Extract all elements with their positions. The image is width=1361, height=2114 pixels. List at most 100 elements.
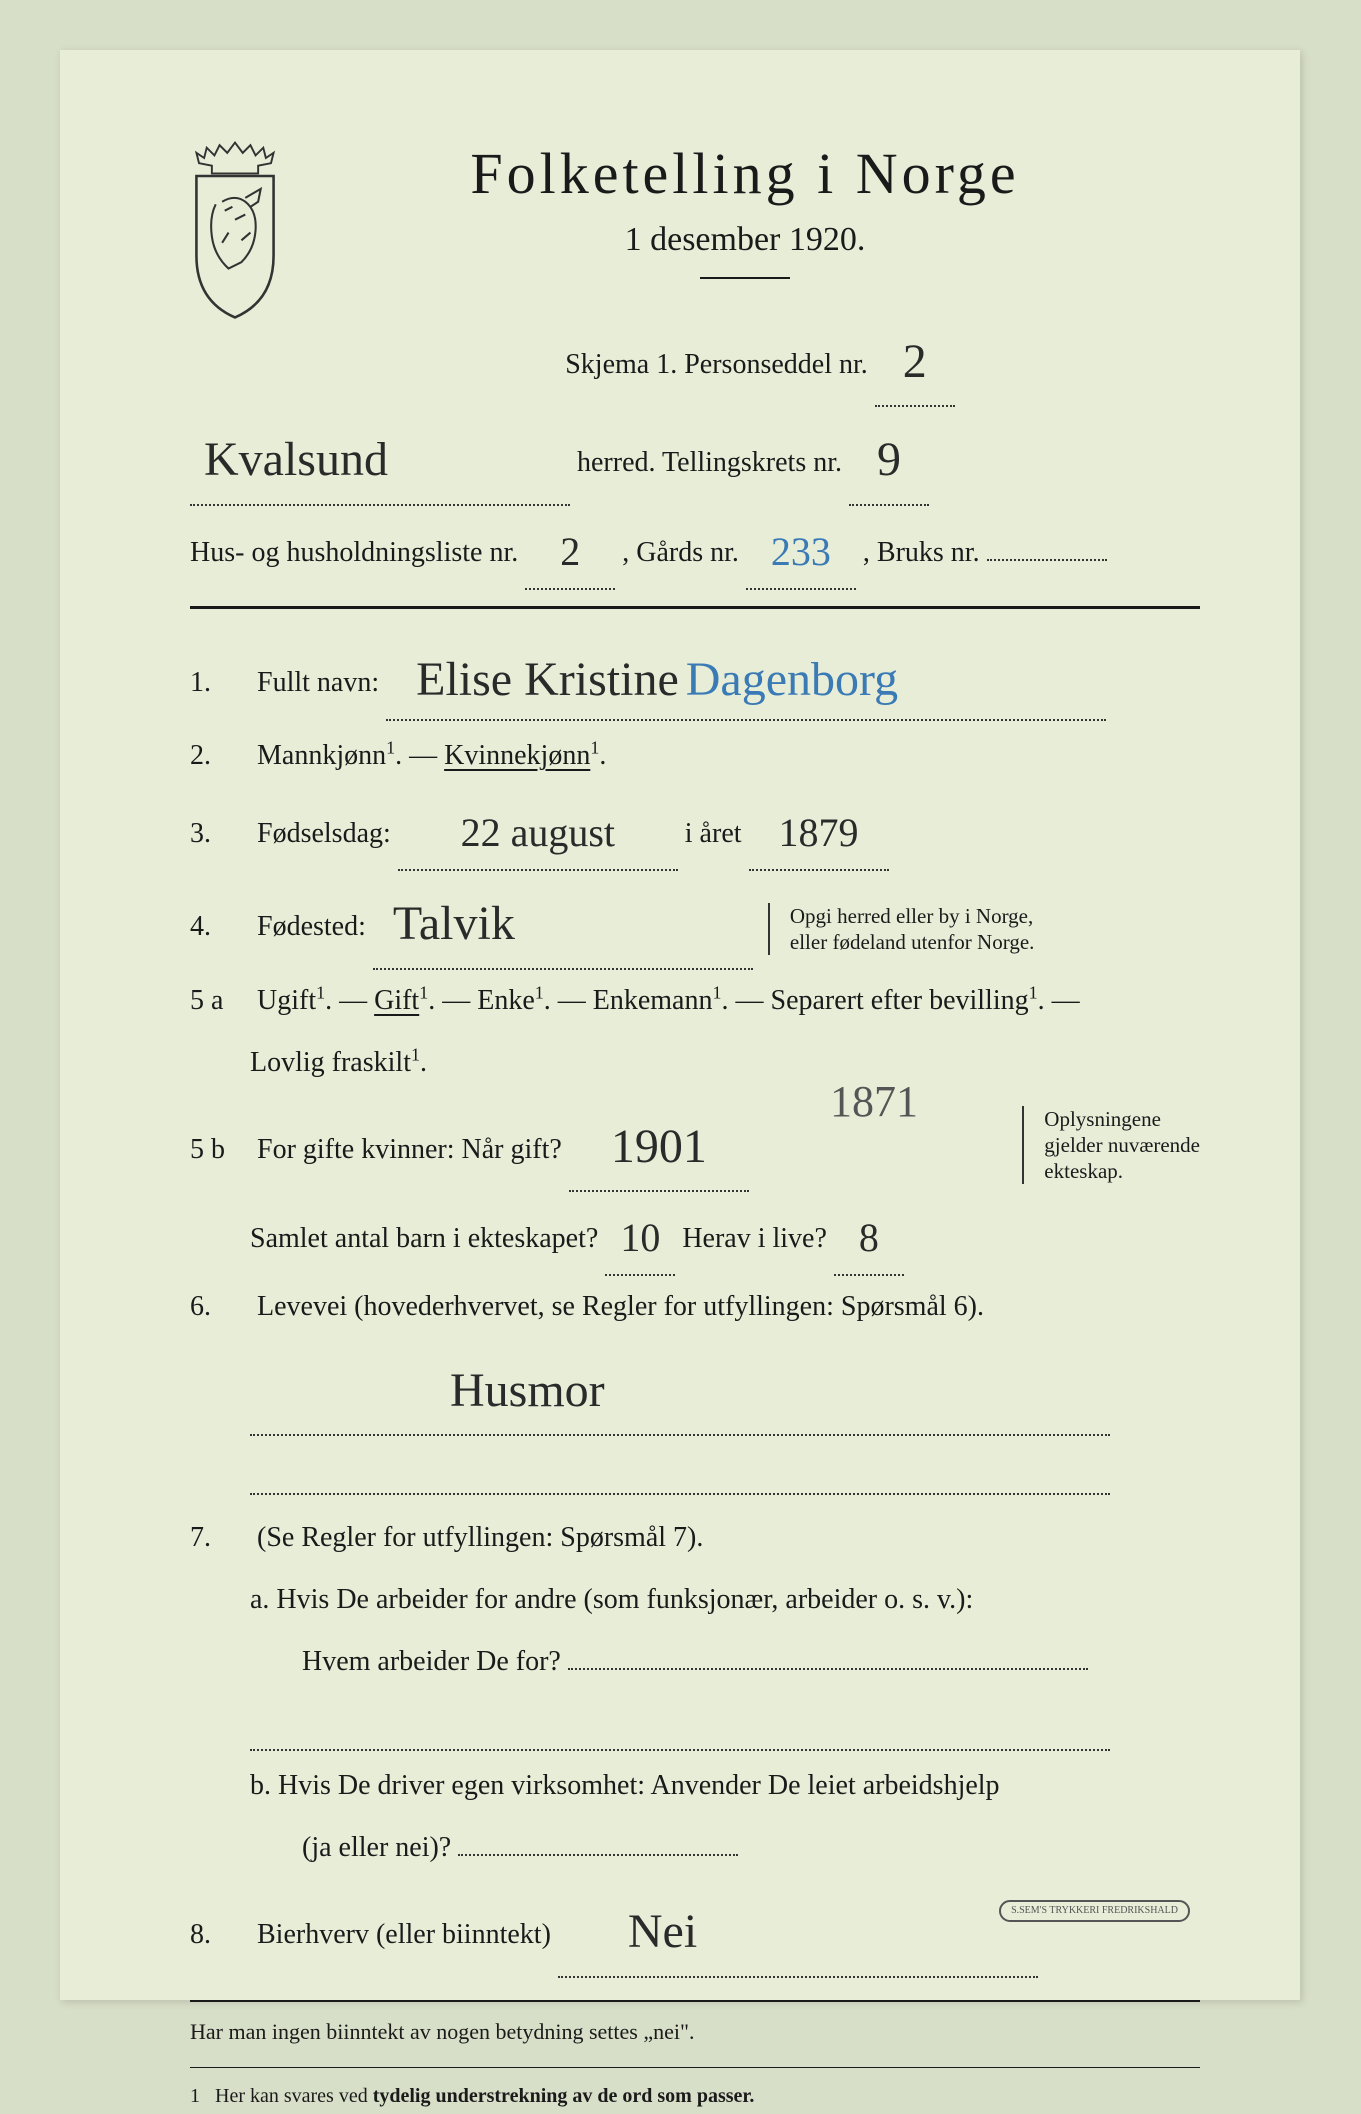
- q2-dash: —: [409, 740, 444, 771]
- q7a-line1: a. Hvis De arbeider for andre (som funks…: [190, 1575, 1200, 1627]
- main-title: Folketelling i Norge: [290, 140, 1200, 207]
- q3-num: 3.: [190, 809, 250, 859]
- hus-label-c: , Bruks nr.: [863, 537, 980, 568]
- q2-line: 2. Mannkjønn1. — Kvinnekjønn1.: [190, 731, 1200, 783]
- q8-line: 8. Bierhverv (eller biinntekt) Nei: [190, 1885, 1200, 1973]
- bierhverv: Nei: [558, 1889, 1038, 1977]
- q7b-line1: b. Hvis De driver egen virksomhet: Anven…: [190, 1761, 1200, 1813]
- q5a-enkemann: Enkemann: [593, 985, 713, 1016]
- q5a-line: 5 a Ugift1. — Gift1. — Enke1. — Enkemann…: [190, 976, 1200, 1028]
- q2-mann: Mannkjønn: [257, 740, 386, 771]
- q5a-num: 5 a: [190, 976, 250, 1026]
- q6-line: 6. Levevei (hovederhvervet, se Regler fo…: [190, 1282, 1200, 1334]
- footnote-text: Her kan svares ved tydelig understreknin…: [215, 2085, 754, 2107]
- q6-label: Levevei (hovederhvervet, se Regler for u…: [257, 1291, 984, 1322]
- q5b-label-b: Samlet antal barn i ekteskapet?: [250, 1223, 598, 1254]
- form-body: Skjema 1. Personseddel nr. 2 Kvalsund he…: [190, 315, 1200, 2114]
- tellingskrets-nr: 9: [849, 417, 929, 505]
- schema-line: Skjema 1. Personseddel nr. 2: [190, 315, 1200, 403]
- q7a-line2: Hvem arbeider De for?: [190, 1637, 1200, 1689]
- q7-line: 7. (Se Regler for utfyllingen: Spørsmål …: [190, 1513, 1200, 1565]
- q5b-label-c: Herav i live?: [682, 1223, 827, 1254]
- q5a-line2: Lovlig fraskilt1.: [190, 1038, 1200, 1090]
- q7a-blank: [190, 1699, 1200, 1751]
- q2-kvinne: Kvinnekjønn: [444, 740, 590, 771]
- q7b-label2: (ja eller nei)?: [250, 1832, 451, 1863]
- fodselsar: 1879: [749, 797, 889, 871]
- q4-num: 4.: [190, 902, 250, 952]
- fullt-navn-main: Elise Kristine: [416, 637, 679, 723]
- q3-label-b: i året: [685, 818, 742, 849]
- herred-line: Kvalsund herred. Tellingskrets nr. 9: [190, 413, 1200, 501]
- q5b-num: 5 b: [190, 1125, 250, 1175]
- title-block: Folketelling i Norge 1 desember 1920.: [190, 140, 1200, 279]
- bruks-nr: [987, 559, 1107, 561]
- fodselsdag: 22 august: [398, 797, 678, 871]
- q4-note-b: eller fødeland utenfor Norge.: [790, 930, 1035, 954]
- printer-stamp: S.SEM'S TRYKKERI FREDRIKSHALD: [999, 1900, 1190, 1922]
- levevei: Husmor: [250, 1348, 1110, 1436]
- q7-label: (Se Regler for utfyllingen: Spørsmål 7).: [257, 1522, 703, 1553]
- fullt-navn-surname: Dagenborg: [686, 637, 898, 723]
- fodested: Talvik: [373, 881, 753, 969]
- hus-line: Hus- og husholdningsliste nr. 2 , Gårds …: [190, 512, 1200, 586]
- herred-value: Kvalsund: [190, 417, 570, 505]
- nar-gift: 1901: [569, 1104, 749, 1192]
- q1-label: Fullt navn:: [257, 667, 379, 698]
- q5a-enke: Enke: [477, 985, 535, 1016]
- q5b-note-b: gjelder nuværende: [1044, 1133, 1200, 1157]
- q4-label: Fødested:: [257, 911, 366, 942]
- q5b-note: Oplysningene gjelder nuværende ekteskap.: [1022, 1106, 1200, 1185]
- form-header: Folketelling i Norge 1 desember 1920.: [190, 140, 1200, 279]
- husliste-nr: 2: [525, 516, 615, 590]
- hus-label-a: Hus- og husholdningsliste nr.: [190, 537, 518, 568]
- q5a-ugift: Ugift: [257, 985, 316, 1016]
- q4-line: 4. Fødested: Talvik Opgi herred eller by…: [190, 877, 1200, 965]
- q5b-label-a: For gifte kvinner: Når gift?: [257, 1134, 562, 1165]
- nar-gift-correction: 1871: [830, 1062, 918, 1141]
- hus-label-b: , Gårds nr.: [622, 537, 739, 568]
- personseddel-nr: 2: [875, 319, 955, 407]
- main-divider: [190, 606, 1200, 609]
- q7-num: 7.: [190, 1513, 250, 1563]
- q5a-separert: Separert efter bevilling: [771, 985, 1029, 1016]
- coat-of-arms-icon: [170, 140, 300, 320]
- q4-note: Opgi herred eller by i Norge, eller føde…: [768, 903, 1035, 956]
- barn-i-live: 8: [834, 1202, 904, 1276]
- footer-note: Har man ingen biinntekt av nogen betydni…: [190, 2012, 1200, 2052]
- q2-num: 2.: [190, 731, 250, 781]
- q5b-note-c: ekteskap.: [1044, 1159, 1123, 1183]
- q7a-label2: Hvem arbeider De for?: [250, 1646, 561, 1677]
- q7b-line2: (ja eller nei)?: [190, 1823, 1200, 1875]
- subtitle: 1 desember 1920.: [290, 221, 1200, 259]
- q3-label-a: Fødselsdag:: [257, 818, 391, 849]
- q8-label: Bierhverv (eller biinntekt): [257, 1919, 551, 1950]
- footer-divider-2: [190, 2067, 1200, 2068]
- footnote: 1 Her kan svares ved tydelig understrekn…: [190, 2078, 1200, 2114]
- stamp-text: S.SEM'S TRYKKERI FREDRIKSHALD: [1011, 1905, 1178, 1916]
- q1-line: 1. Fullt navn: Elise Kristine Dagenborg: [190, 633, 1200, 721]
- gards-nr: 233: [746, 516, 856, 590]
- q1-num: 1.: [190, 658, 250, 708]
- q6-blank-line: [190, 1442, 1200, 1494]
- q7a-value: [568, 1668, 1088, 1670]
- q6-value-line: Husmor: [190, 1344, 1200, 1432]
- herred-label: herred. Tellingskrets nr.: [577, 447, 842, 478]
- q3-line: 3. Fødselsdag: 22 august i året 1879: [190, 793, 1200, 867]
- q5b-line2: Samlet antal barn i ekteskapet? 10 Herav…: [190, 1198, 1200, 1272]
- title-divider: [700, 277, 790, 279]
- q5b-line1: 5 b For gifte kvinner: Når gift? 1901 18…: [190, 1100, 1200, 1188]
- q7a-label1: a. Hvis De arbeider for andre (som funks…: [250, 1584, 973, 1615]
- footnote-num: 1: [190, 2085, 200, 2107]
- q6-num: 6.: [190, 1282, 250, 1332]
- census-form-page: Folketelling i Norge 1 desember 1920. Sk…: [60, 50, 1300, 2000]
- q5b-note-a: Oplysningene: [1044, 1107, 1161, 1131]
- q5a-gift: Gift: [374, 985, 419, 1016]
- q8-num: 8.: [190, 1910, 250, 1960]
- footer-divider-1: [190, 2000, 1200, 2002]
- schema-label: Skjema 1. Personseddel nr.: [565, 349, 868, 380]
- antal-barn: 10: [605, 1202, 675, 1276]
- q5a-fraskilt: Lovlig fraskilt: [250, 1047, 411, 1078]
- q4-note-a: Opgi herred eller by i Norge,: [790, 904, 1033, 928]
- q7b-value: [458, 1854, 738, 1856]
